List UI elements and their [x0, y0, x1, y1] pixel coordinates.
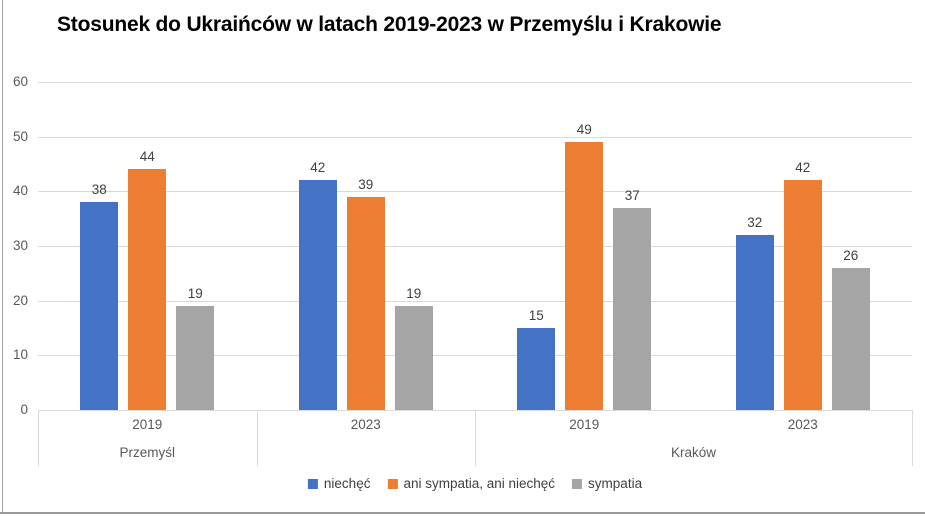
axis-band-divider: [256, 410, 258, 466]
x-axis-year-label: 2019: [132, 417, 163, 432]
legend-label: niechęć: [323, 476, 371, 491]
legend-label: ani sympatia, ani niechęć: [403, 476, 556, 491]
x-axis-year-label: 2019: [569, 417, 600, 432]
gridline: [38, 300, 912, 302]
x-axis-year-label: 2023: [350, 417, 381, 432]
bar-value-label: 39: [358, 176, 374, 192]
bar: [831, 267, 870, 410]
gridline: [38, 82, 912, 83]
bar: [735, 235, 774, 410]
y-axis-tick-label: 50: [12, 128, 28, 144]
x-axis-city-label: Kraków: [670, 445, 717, 460]
y-axis-tick-label: 30: [12, 238, 28, 253]
legend-swatch: [387, 478, 398, 489]
bar: [176, 306, 215, 410]
legend-item: niechęć: [307, 476, 371, 491]
y-axis-tick-label: 60: [12, 74, 28, 89]
bar: [346, 196, 385, 410]
chart-title: Stosunek do Ukraińców w latach 2019-2023…: [57, 13, 722, 36]
gridline: [38, 136, 912, 138]
frame-bottom-border: [0, 512, 925, 514]
gridline: [38, 355, 912, 357]
bar-value-label: 49: [576, 122, 592, 138]
bar: [613, 207, 652, 410]
bar-value-label: 42: [795, 160, 811, 176]
bar-value-label: 32: [747, 215, 763, 231]
legend-swatch: [572, 478, 583, 489]
legend-label: sympatia: [588, 476, 643, 491]
bar-value-label: 19: [406, 286, 422, 302]
bar-value-label: 38: [91, 182, 107, 198]
bar-value-label: 44: [139, 149, 155, 165]
x-axis-city-label: Przemyśl: [119, 445, 176, 460]
gridline: [38, 191, 912, 193]
bar-value-label: 42: [310, 160, 326, 176]
bar: [565, 142, 604, 410]
frame-left-border: [2, 0, 3, 514]
x-axis-year-label: 2023: [787, 417, 818, 432]
y-axis-tick-label: 20: [12, 292, 28, 308]
gridline: [38, 246, 912, 247]
y-axis-tick-label: 0: [20, 402, 28, 417]
bar: [517, 328, 556, 410]
y-axis-tick-label: 10: [12, 347, 28, 363]
legend-item: ani sympatia, ani niechęć: [387, 476, 555, 491]
legend-item: sympatia: [572, 476, 642, 491]
bar-value-label: 37: [624, 187, 640, 203]
axis-band-divider: [475, 410, 476, 466]
axis-band-divider: [912, 410, 913, 466]
bar: [298, 180, 337, 410]
bar: [80, 202, 119, 410]
bar-value-label: 26: [843, 247, 859, 263]
bar-value-label: 19: [187, 286, 203, 302]
legend: niechęć ani sympatia, ani niechęć sympatia: [307, 476, 642, 491]
bar: [394, 306, 433, 410]
y-axis-tick-label: 40: [12, 183, 28, 199]
axis-band-divider: [38, 410, 39, 466]
bar-value-label: 15: [528, 308, 544, 323]
bar: [783, 180, 822, 410]
bar: [128, 169, 167, 410]
legend-swatch: [307, 478, 318, 489]
